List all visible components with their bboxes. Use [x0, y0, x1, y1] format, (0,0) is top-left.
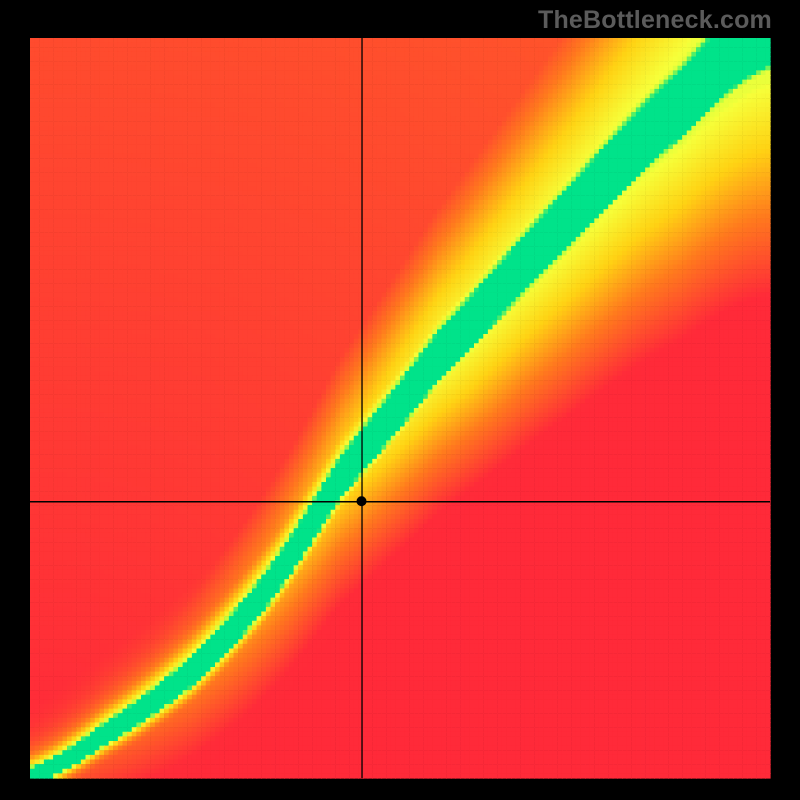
chart-stage: { "watermark": { "text": "TheBottleneck.… [0, 0, 800, 800]
crosshair-overlay [0, 0, 800, 800]
watermark-text: TheBottleneck.com [538, 6, 772, 35]
